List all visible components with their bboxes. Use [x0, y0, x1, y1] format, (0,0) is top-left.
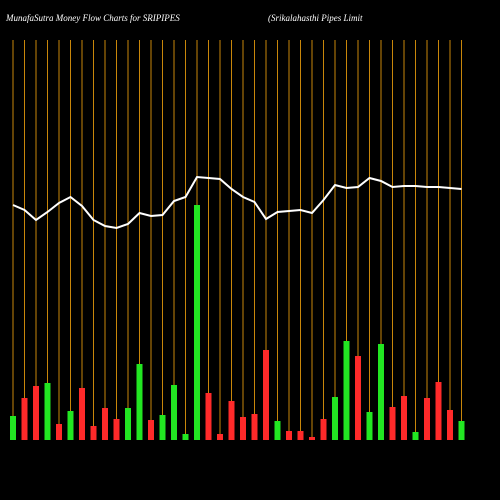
bar [286, 431, 292, 440]
bar [113, 419, 120, 440]
bar [251, 414, 258, 440]
chart-title: MunafaSutra Money Flow Charts for SRIPIP… [5, 13, 180, 23]
bar [401, 396, 407, 440]
bar [136, 364, 143, 440]
bar [343, 341, 350, 440]
bar [205, 393, 212, 440]
bar [424, 398, 430, 440]
bar [297, 431, 304, 440]
bar [228, 401, 235, 440]
bar [447, 410, 453, 440]
bar [194, 205, 200, 440]
bar [125, 408, 131, 440]
bar [366, 412, 373, 440]
bar [171, 385, 177, 440]
bar [309, 437, 315, 440]
bar [148, 420, 154, 440]
money-flow-line [12, 175, 462, 230]
bar [44, 383, 51, 440]
bar [10, 416, 16, 440]
bar [332, 397, 338, 440]
bar [240, 417, 246, 440]
bar [90, 426, 97, 440]
bar [355, 356, 361, 440]
bar [320, 419, 327, 440]
bar [67, 411, 74, 440]
bar [263, 350, 269, 440]
bar [274, 421, 281, 440]
bar [217, 434, 223, 440]
bar [378, 344, 384, 440]
bar [182, 434, 189, 440]
bar [21, 398, 28, 440]
bar [435, 382, 442, 440]
bar [102, 408, 108, 440]
bar [458, 421, 465, 440]
chart-subtitle: (Srikalahasthi Pipes Limit [268, 13, 363, 23]
bar [412, 432, 419, 440]
bar [79, 388, 85, 440]
bar [159, 415, 166, 440]
bar [389, 407, 396, 440]
bar [56, 424, 62, 440]
bar [33, 386, 39, 440]
